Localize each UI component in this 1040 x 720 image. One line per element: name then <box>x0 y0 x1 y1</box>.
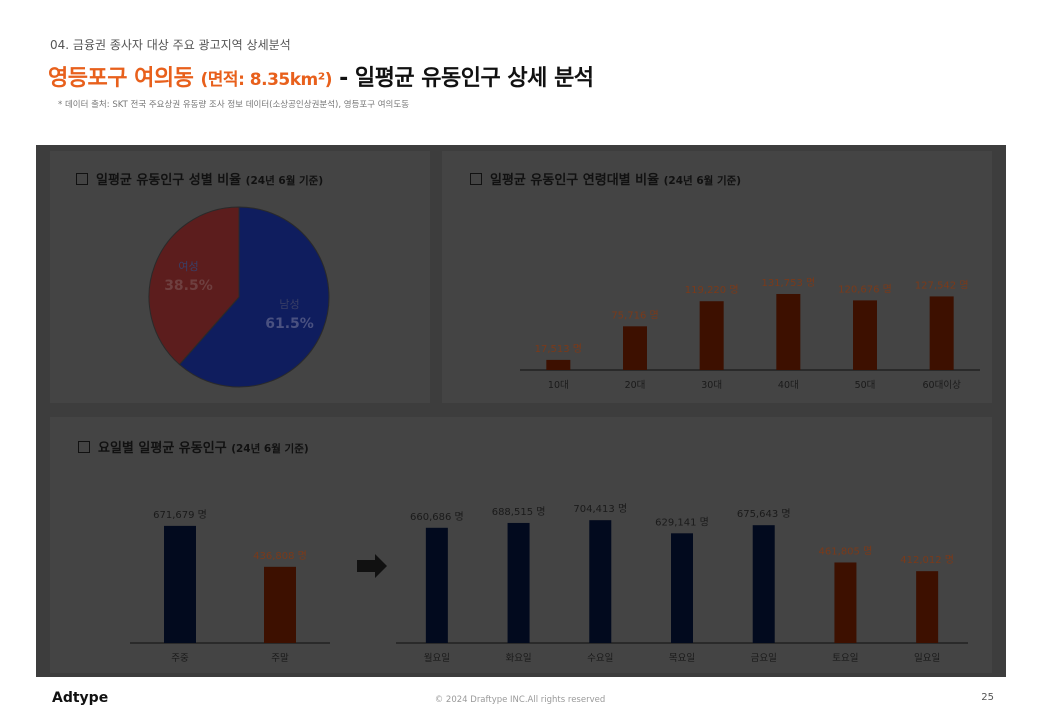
weekday-panel-title: 요일별 일평균 유동인구 (24년 6월 기준) <box>78 437 309 456</box>
age-value-label: 120,676 명 <box>838 283 892 295</box>
checkbox-square-icon <box>76 173 88 185</box>
page-number: 25 <box>981 692 994 703</box>
day-category-label: 금요일 <box>751 653 777 664</box>
pie-slice-female <box>148 206 240 366</box>
weekday-weekend-category-label: 주중 <box>171 653 189 664</box>
checkbox-square-icon <box>78 441 90 453</box>
pie-slice-male <box>178 206 330 388</box>
pie-value-male: 61.5% <box>265 316 314 332</box>
day-bar <box>425 527 448 643</box>
weekday-weekend-category-label: 주말 <box>271 652 289 664</box>
weekday-weekend-bar <box>264 566 296 643</box>
age-bar <box>546 359 571 370</box>
age-value-label: 75,716 명 <box>611 309 658 321</box>
age-bar <box>853 300 877 370</box>
age-panel: 일평균 유동인구 연령대별 비율 (24년 6월 기준) 17,513 명 10대… <box>442 151 992 403</box>
age-category-label: 30대 <box>701 380 722 391</box>
age-category-label: 60대이상 <box>923 380 962 391</box>
source-note: * 데이터 출처: SKT 전국 주요상권 유동량 조사 정보 데이터(소상공인… <box>58 100 410 110</box>
day-value-label: 461,805 명 <box>819 545 873 557</box>
page-title: 영등포구 여의동 (면적: 8.35km²) - 일평균 유동인구 상세 분석 <box>48 60 594 92</box>
day-bar <box>589 520 612 643</box>
pie-value-female: 38.5% <box>164 278 213 294</box>
age-bar-chart: 17,513 명 10대 75,716 명 20대 119,220 명 30대 131,75… <box>520 277 980 391</box>
age-value-label: 127,542 명 <box>915 279 969 291</box>
day-value-label: 660,686 명 <box>410 511 464 523</box>
weekday-weekend-bar <box>164 525 196 643</box>
day-value-label: 629,141 명 <box>655 516 709 528</box>
day-category-label: 수요일 <box>587 653 613 664</box>
weekday-title-text: 요일별 일평균 유동인구 <box>98 441 227 456</box>
title-region: 영등포구 여의동 <box>48 66 194 91</box>
weekday-weekend-value-label: 436,808 명 <box>253 550 307 562</box>
day-category-label: 목요일 <box>669 653 695 664</box>
checkbox-square-icon <box>470 173 482 185</box>
dim-overlay: 일평균 유동인구 성별 비율 (24년 6월 기준) 남성 61.5% 여성 38.5… <box>36 145 1006 677</box>
breadcrumb: 04. 금융권 종사자 대상 주요 광고지역 상세분석 <box>50 38 291 52</box>
day-bar <box>671 533 693 643</box>
age-category-label: 50대 <box>855 380 876 391</box>
age-title-text: 일평균 유동인구 연령대별 비율 <box>490 173 660 188</box>
day-bar <box>507 522 530 643</box>
footer-copyright: © 2024 Draftype INC.All rights reserved <box>434 695 606 705</box>
title-rest: - 일평균 유동인구 상세 분석 <box>339 66 594 91</box>
day-value-label: 412,012 명 <box>900 554 954 566</box>
age-value-label: 119,220 명 <box>685 284 739 296</box>
age-bar <box>623 326 647 370</box>
weekday-title-sub: (24년 6월 기준) <box>231 443 309 455</box>
age-title-sub: (24년 6월 기준) <box>663 175 742 187</box>
gender-panel-title: 일평균 유동인구 성별 비율 (24년 6월 기준) <box>76 169 323 188</box>
pie-label-male: 남성 <box>279 298 299 311</box>
gender-panel: 일평균 유동인구 성별 비율 (24년 6월 기준) 남성 61.5% 여성 38.5… <box>50 151 430 403</box>
title-area: (면적: 8.35km²) <box>200 70 333 90</box>
day-bar <box>916 571 939 643</box>
day-value-label: 688,515 명 <box>492 506 546 518</box>
day-category-label: 토요일 <box>832 653 858 664</box>
age-bar <box>699 301 724 370</box>
arrow-right-icon <box>357 554 387 578</box>
day-value-label: 704,413 명 <box>573 503 627 515</box>
age-category-label: 40대 <box>778 380 799 391</box>
gender-pie-chart: 남성 61.5% 여성 38.5% <box>148 206 330 388</box>
age-value-label: 131,753 명 <box>761 277 815 289</box>
pie-label-female: 여성 <box>178 260 198 273</box>
age-bar <box>929 296 954 370</box>
weekday-weekend-value-label: 671,679 명 <box>153 509 207 521</box>
day-bar <box>834 562 857 643</box>
gender-title-sub: (24년 6월 기준) <box>245 175 324 187</box>
footer-logo: Adtype <box>52 690 109 706</box>
age-bar <box>776 293 801 370</box>
age-panel-title: 일평균 유동인구 연령대별 비율 (24년 6월 기준) <box>470 169 741 188</box>
day-value-label: 675,643 명 <box>737 508 791 520</box>
age-category-label: 10대 <box>548 380 569 391</box>
age-category-label: 20대 <box>625 380 646 391</box>
gender-title-text: 일평균 유동인구 성별 비율 <box>96 173 242 188</box>
day-category-label: 월요일 <box>424 652 450 664</box>
day-category-label: 화요일 <box>505 653 531 664</box>
day-bar <box>752 525 775 643</box>
age-value-label: 17,513 명 <box>535 343 582 355</box>
day-category-label: 일요일 <box>914 653 940 664</box>
